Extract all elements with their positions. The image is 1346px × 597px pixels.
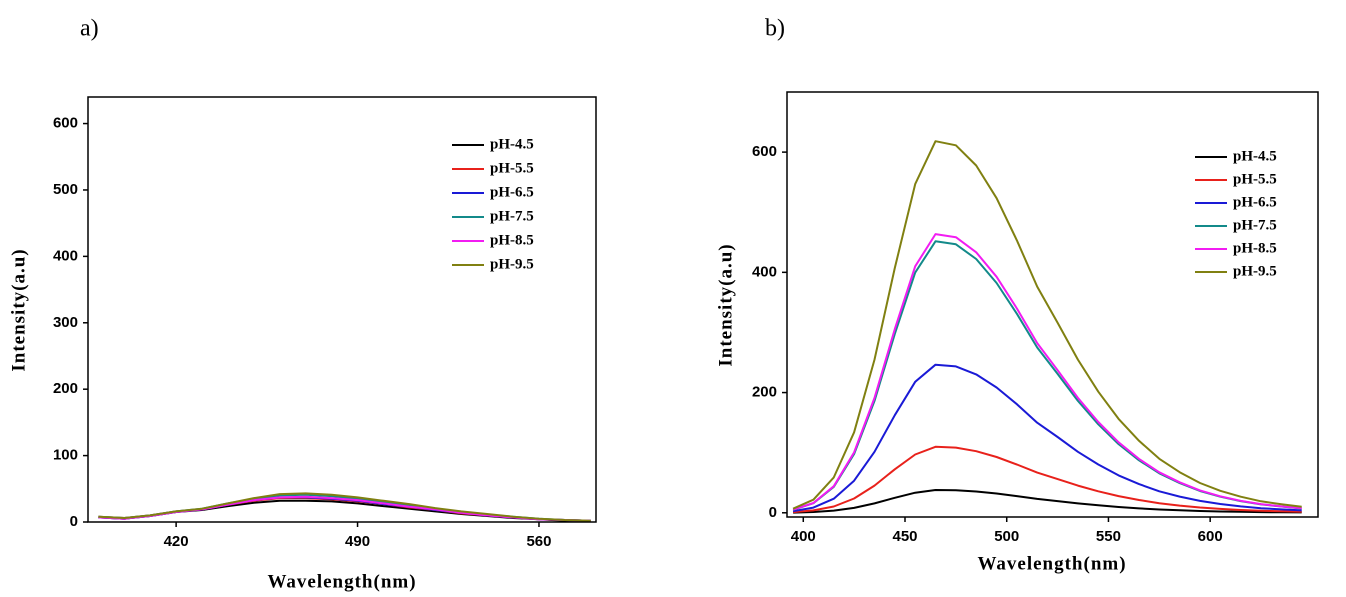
y-tick-label: 200 [53, 380, 78, 397]
legend-label: pH-4.5 [1233, 148, 1277, 164]
legend-label: pH-5.5 [1233, 171, 1277, 187]
legend-label: pH-7.5 [490, 208, 534, 224]
y-tick-label: 600 [752, 143, 777, 160]
y-tick-label: 500 [53, 181, 78, 198]
y-tick-label: 0 [70, 513, 78, 530]
data-line [98, 492, 591, 522]
x-tick-label: 560 [526, 533, 551, 550]
legend-label: pH-6.5 [490, 184, 534, 200]
y-tick-label: 300 [53, 314, 78, 331]
plot-frame [786, 91, 1319, 518]
x-axis-title: Wavelength(nm) [977, 553, 1126, 574]
x-tick-label: 450 [892, 528, 917, 545]
legend-label: pH-4.5 [490, 136, 534, 152]
x-tick-label: 500 [994, 528, 1019, 545]
data-line [792, 233, 1302, 511]
legend-label: pH-5.5 [490, 160, 534, 176]
y-axis-title: Intensity(a.u) [715, 243, 736, 366]
legend-label: pH-9.5 [490, 256, 534, 272]
data-line [792, 363, 1302, 513]
x-axis-title: Wavelength(nm) [267, 571, 416, 592]
x-tick-label: 400 [791, 528, 816, 545]
y-axis-title: Intensity(a.u) [8, 248, 29, 371]
panel-label: b) [765, 16, 785, 42]
x-tick-label: 490 [345, 533, 370, 550]
data-line [793, 445, 1302, 514]
legend-label: pH-7.5 [1233, 217, 1277, 233]
x-tick-label: 550 [1096, 528, 1121, 545]
x-tick-label: 600 [1198, 528, 1223, 545]
y-tick-label: 600 [53, 115, 78, 132]
legend-label: pH-6.5 [1233, 194, 1277, 210]
data-line [793, 489, 1302, 514]
data-line [792, 140, 1302, 510]
y-tick-label: 100 [53, 447, 78, 464]
plot-frame [87, 96, 597, 523]
legend-label: pH-9.5 [1233, 263, 1277, 279]
y-tick-label: 400 [53, 247, 78, 264]
y-tick-label: 400 [752, 263, 777, 280]
x-tick-label: 420 [164, 533, 189, 550]
panel-label: a) [80, 16, 99, 42]
legend-label: pH-8.5 [490, 232, 534, 248]
y-tick-label: 0 [769, 504, 777, 521]
legend-label: pH-8.5 [1233, 240, 1277, 256]
y-tick-label: 200 [752, 384, 777, 401]
